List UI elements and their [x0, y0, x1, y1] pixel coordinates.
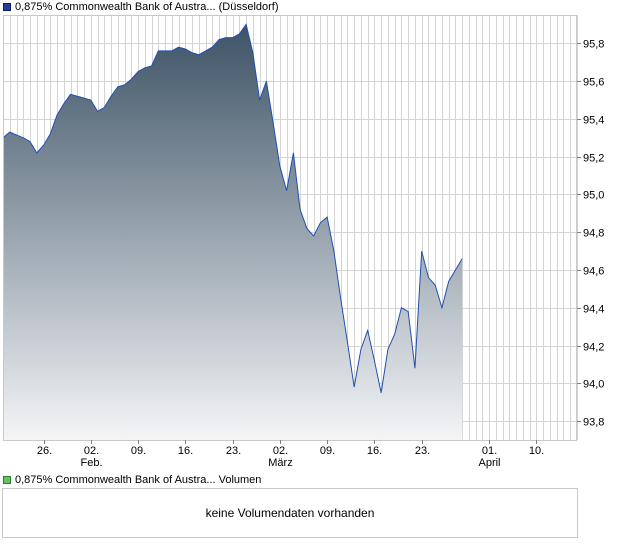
x-tick-label: 16. — [178, 445, 193, 457]
x-tick-label: 09. — [131, 445, 146, 457]
plot-border — [3, 15, 577, 441]
y-tick-label: 95,0 — [583, 190, 604, 202]
price-area — [3, 24, 463, 440]
y-tick-label: 94,2 — [583, 342, 604, 354]
x-tick-label: 16. — [367, 445, 382, 457]
price-legend-swatch — [3, 3, 11, 11]
y-tick-label: 94,0 — [583, 379, 604, 391]
x-tick-label: 10. — [529, 445, 544, 457]
price-legend: 0,875% Commonwealth Bank of Austra... (D… — [3, 0, 279, 14]
y-tick-label: 95,8 — [583, 39, 604, 51]
x-tick-label: 26. — [37, 445, 52, 457]
x-tick-label: 23. — [226, 445, 241, 457]
no-volume-message: keine Volumendaten vorhanden — [205, 506, 375, 520]
volume-panel: keine Volumendaten vorhanden — [2, 488, 578, 538]
price-chart: 93,8 94,0 94,2 94,4 94,6 94,8 95,0 95,2 95,4 95,6… — [2, 15, 604, 469]
y-tick-label: 95,6 — [583, 77, 604, 89]
x-tick-label: 02. — [273, 445, 288, 457]
x-tick-label: 23. — [415, 445, 430, 457]
x-tick-label: 01. — [482, 445, 497, 457]
x-tick-label: 09. — [320, 445, 335, 457]
x-month-label: März — [268, 457, 292, 469]
y-tick-label: 93,8 — [583, 417, 604, 429]
volume-legend-label: 0,875% Commonwealth Bank of Austra... Vo… — [15, 474, 262, 486]
y-tick-label: 94,4 — [583, 304, 604, 316]
price-legend-label: 0,875% Commonwealth Bank of Austra... (D… — [15, 1, 279, 13]
x-tick-label: 02. — [84, 445, 99, 457]
volume-legend: 0,875% Commonwealth Bank of Austra... Vo… — [3, 473, 261, 487]
y-tick-label: 94,8 — [583, 228, 604, 240]
y-tick-label: 95,4 — [583, 115, 604, 127]
volume-legend-swatch — [3, 476, 11, 484]
y-axis: 93,8 94,0 94,2 94,4 94,6 94,8 95,0 95,2 95,4 95,6… — [577, 39, 604, 429]
y-tick-label: 95,2 — [583, 153, 604, 165]
price-line — [2, 23, 463, 393]
x-month-label: April — [478, 457, 500, 469]
y-tick-label: 94,6 — [583, 266, 604, 278]
x-month-label: Feb. — [80, 457, 102, 469]
